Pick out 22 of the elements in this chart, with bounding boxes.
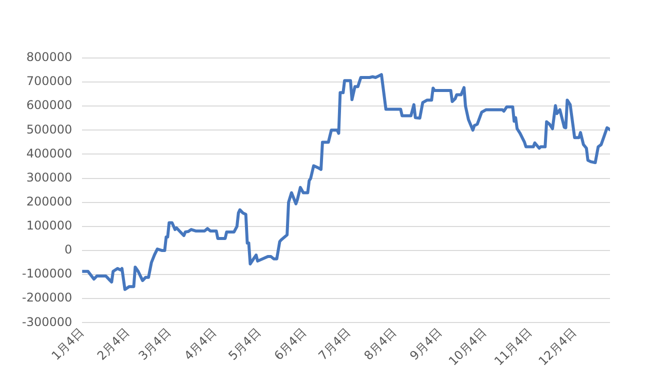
x-tick-label: 5月4日 — [226, 325, 264, 363]
y-tick-label: 100000 — [26, 218, 72, 233]
x-tick-label: 10月4日 — [446, 325, 489, 368]
x-tick-label: 12月4日 — [536, 325, 579, 368]
y-tick-label: -100000 — [22, 266, 72, 281]
x-tick-label: 6月4日 — [271, 325, 310, 363]
x-tick-label: 4月4日 — [181, 325, 220, 363]
y-tick-label: 0 — [64, 242, 72, 257]
y-tick-label: -200000 — [22, 290, 72, 305]
x-tick-label: 11月4日 — [492, 325, 535, 368]
y-tick-label: 700000 — [26, 74, 72, 88]
y-tick-label: 800000 — [26, 50, 72, 64]
y-tick-label: 600000 — [26, 98, 72, 112]
x-tick-label: 9月4日 — [407, 325, 445, 363]
x-tick-label: 7月4日 — [316, 325, 354, 363]
x-tick-label: 2月4日 — [94, 325, 132, 363]
x-tick-label: 3月4日 — [136, 325, 174, 363]
y-tick-label: 500000 — [26, 122, 72, 136]
y-tick-label: 200000 — [26, 194, 72, 208]
y-tick-label: 300000 — [26, 170, 72, 184]
y-tick-label: 400000 — [26, 146, 72, 160]
x-tick-label: 8月4日 — [361, 325, 400, 363]
